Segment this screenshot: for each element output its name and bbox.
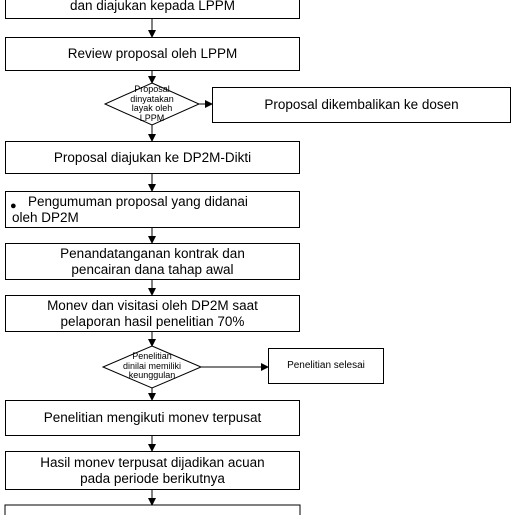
box-top-partial-text: dan diajukan kepada LPPM [69, 0, 236, 13]
decision-1-line: layak oleh [131, 103, 173, 113]
box-announcement: ● Pengumuman proposal yang didanai oleh … [5, 191, 300, 228]
bullet-icon: ● [10, 200, 17, 212]
decision-1-line: LPPM [139, 112, 165, 123]
box-submit-dikti-text: Proposal diajukan ke DP2M-Dikti [53, 149, 252, 165]
box-submit-dikti: Proposal diajukan ke DP2M-Dikti [5, 141, 300, 174]
box-proposal-returned-text: Proposal dikembalikan ke dosen [264, 97, 459, 112]
box-monev-line: Monev dan visitasi oleh DP2M saat [47, 297, 258, 313]
box-announcement-line: Pengumuman proposal yang didanai [28, 193, 248, 209]
box-research-done: Penelitian selesai [268, 348, 384, 384]
box-review-proposal: Review proposal oleh LPPM [5, 37, 300, 71]
box-central-monev-text: Penelitian mengikuti monev terpusat [43, 410, 262, 425]
box-contract-line: Penandatanganan kontrak dan [60, 245, 245, 261]
box-research-done-text: Penelitian selesai [287, 360, 365, 371]
box-proposal-returned: Proposal dikembalikan ke dosen [212, 87, 511, 123]
decision-2-line: Penelitian [132, 351, 172, 361]
box-monev: Monev dan visitasi oleh DP2M saat pelapo… [5, 295, 300, 332]
decision-2-line: keunggulan [128, 370, 176, 380]
decision-1-line: dinyatakan [130, 93, 174, 104]
box-announcement-text: Pengumuman proposal yang didanai oleh DP… [12, 193, 248, 226]
decision-2-line: dinilai memiliki [122, 360, 181, 371]
box-review-proposal-text: Review proposal oleh LPPM [67, 46, 238, 61]
box-contract: Penandatanganan kontrak dan pencairan da… [5, 243, 300, 280]
box-top-partial: dan diajukan kepada LPPM [5, 0, 300, 19]
box-result-line: Hasil monev terpusat dijadikan acuan [40, 454, 265, 470]
box-result-line: pada periode berikutnya [80, 470, 225, 486]
box-contract-line: pencairan dana tahap awal [71, 261, 234, 277]
box-next-partial [4, 504, 301, 515]
decision-2-label: Penelitian dinilai memiliki keunggulan [107, 351, 197, 381]
decision-diamond-2 [101, 345, 203, 389]
box-announcement-line: oleh DP2M [12, 209, 79, 225]
box-result: Hasil monev terpusat dijadikan acuan pad… [5, 451, 300, 490]
decision-1-line: Proposal [134, 84, 170, 94]
decision-1-label: Proposal dinyatakan layak oleh LPPM [112, 84, 192, 123]
box-monev-line: pelaporan hasil penelitian 70% [60, 313, 245, 329]
box-central-monev: Penelitian mengikuti monev terpusat [5, 400, 300, 436]
decision-diamond-1 [103, 82, 201, 126]
